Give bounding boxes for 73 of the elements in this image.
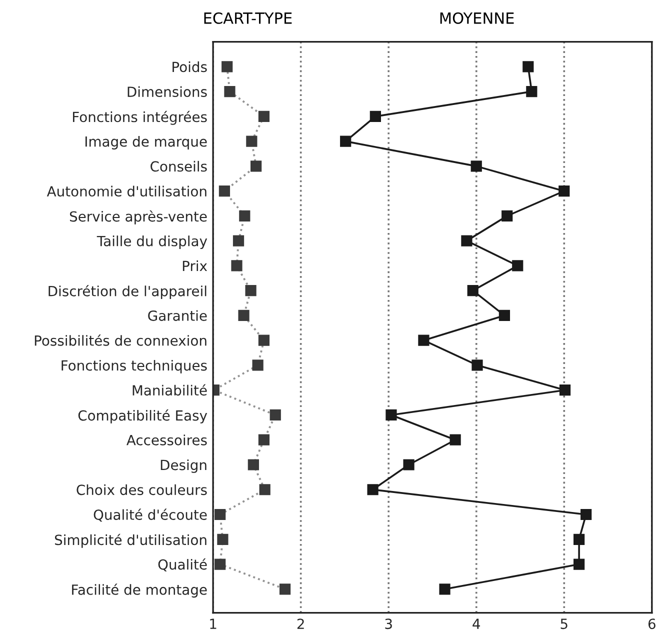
point	[370, 110, 381, 122]
y-tick-label: Fonctions intégrées	[73, 110, 207, 125]
point	[218, 186, 230, 197]
point	[245, 285, 256, 296]
point	[512, 260, 524, 272]
point	[439, 584, 450, 595]
point	[239, 210, 250, 222]
point	[450, 434, 461, 446]
x-tick-label: 6	[648, 618, 656, 630]
point	[232, 235, 244, 246]
y-tick-label: Qualité	[158, 558, 207, 572]
y-tick-label: Choix des couleurs	[76, 484, 207, 496]
point	[502, 210, 513, 222]
y-tick-label: Garantie	[148, 310, 207, 321]
y-tick-label: Autonomie d'utilisation	[46, 186, 206, 197]
point	[418, 334, 430, 346]
point	[461, 235, 472, 246]
y-tick-label: Fonctions techniques	[62, 360, 207, 374]
point	[248, 459, 259, 470]
point	[224, 86, 236, 98]
point	[558, 186, 570, 197]
point	[526, 86, 538, 98]
y-tick-label: Conseils	[150, 160, 207, 172]
point	[258, 334, 270, 346]
text: ECART-TYPE	[204, 12, 292, 24]
point	[238, 310, 250, 322]
y-tick-label: Accessoires	[126, 434, 207, 446]
y-tick-label: Maniabilité	[132, 384, 207, 396]
x-tick-label: 3	[385, 618, 392, 630]
point	[270, 409, 281, 421]
point	[222, 61, 233, 72]
y-tick-label: Poids	[172, 61, 207, 72]
text: MOYENNE	[440, 12, 514, 24]
point	[217, 534, 228, 545]
y-tick-label: Compatibilité Easy	[78, 409, 208, 424]
y-tick-label: Facilité de montage	[72, 584, 207, 598]
point	[246, 136, 258, 147]
y-tick-label: Prix	[182, 260, 208, 271]
point	[367, 484, 378, 496]
point	[559, 384, 571, 396]
point	[470, 160, 482, 172]
y-tick-label: Design	[160, 459, 206, 473]
point	[252, 360, 264, 371]
point	[574, 534, 585, 545]
point	[467, 285, 478, 296]
y-tick-label: Taille du display	[96, 236, 208, 249]
point	[214, 558, 226, 570]
y-tick-label: Image de marque	[86, 136, 207, 150]
point	[231, 260, 242, 272]
point	[472, 360, 483, 371]
point	[340, 136, 352, 147]
point	[498, 310, 510, 322]
y-tick-label: Service après-vente	[70, 210, 207, 224]
point	[522, 61, 534, 72]
y-tick-label: Dimensions	[128, 86, 207, 98]
point	[250, 160, 262, 172]
y-tick-label: Qualité d'écoute	[94, 508, 207, 522]
point	[258, 434, 270, 446]
point	[386, 409, 397, 421]
point	[574, 558, 585, 570]
y-tick-label: Discrétion de l'appareil	[48, 285, 206, 300]
point	[580, 508, 592, 520]
point	[214, 508, 226, 520]
x-tick-label: 2	[297, 618, 304, 629]
point	[259, 484, 270, 496]
x-tick-label: 1	[210, 618, 216, 629]
point	[258, 110, 270, 122]
y-tick-label: Possibilités de connexion	[34, 334, 206, 346]
y-tick-label: Simplicité d'utilisation	[54, 534, 206, 548]
x-tick-label: 5	[560, 618, 568, 630]
x-tick-label: 4	[472, 618, 480, 629]
point	[403, 459, 414, 470]
point	[279, 584, 291, 595]
